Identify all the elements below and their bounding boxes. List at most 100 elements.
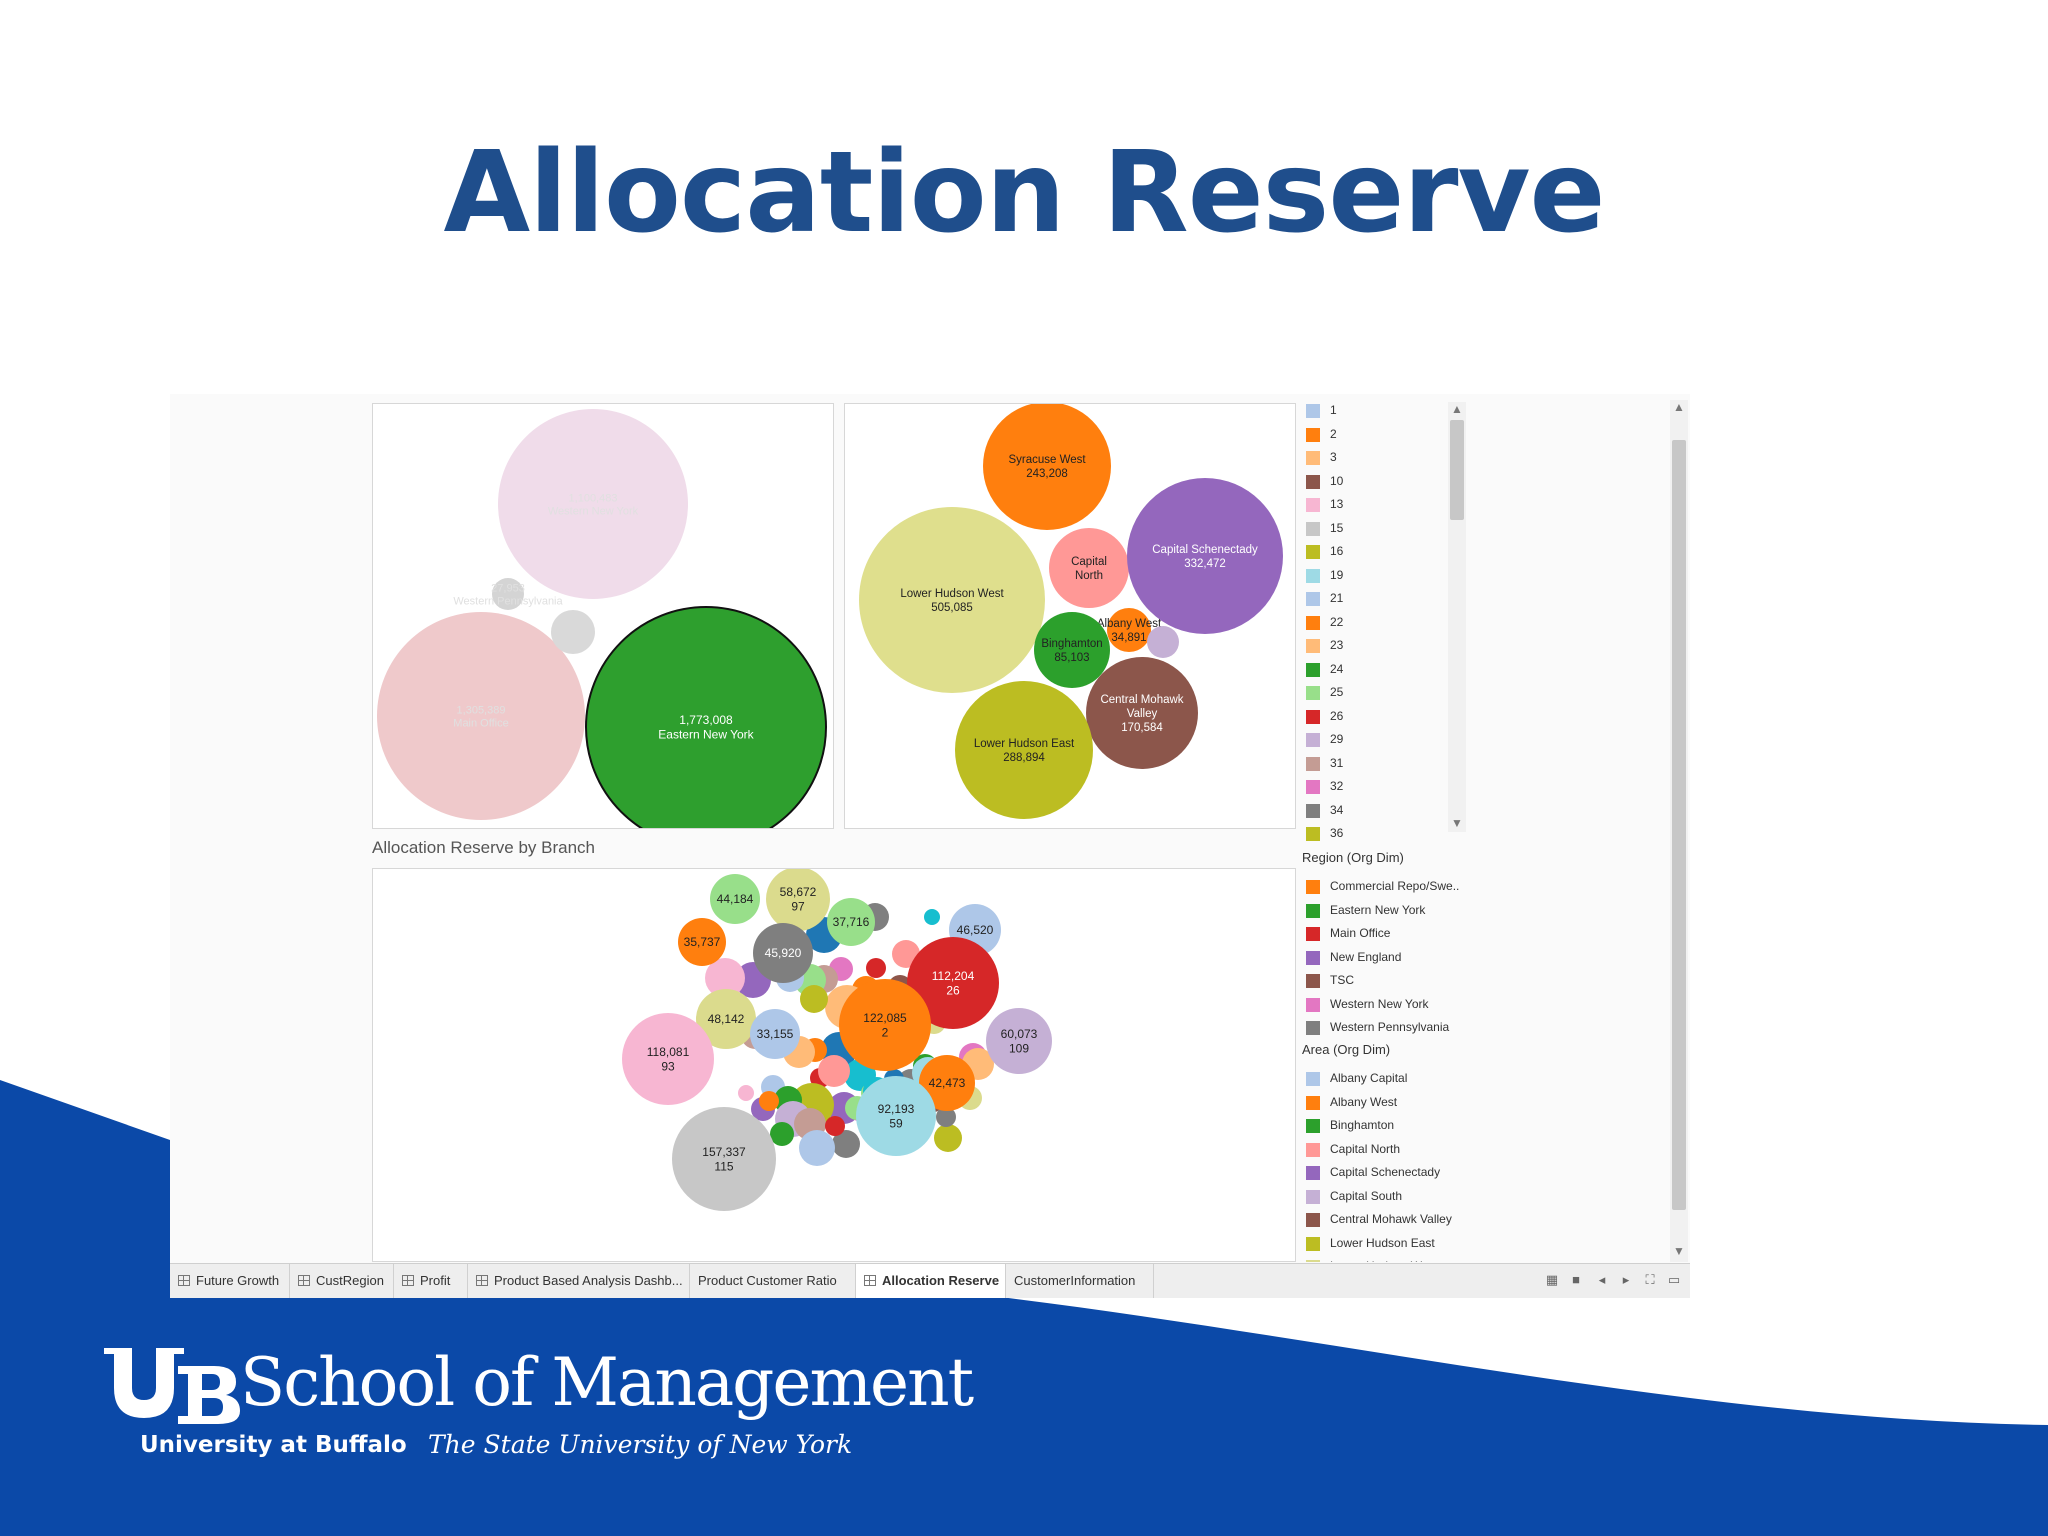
branch-bubble-label: 60,073 109 (1001, 1027, 1038, 1055)
area-legend: Albany Capital Albany West Binghamton Capit… (1306, 1062, 1466, 1262)
branch-bubble[interactable] (750, 1009, 800, 1059)
legend-swatch (1306, 498, 1320, 512)
main-scrollbar[interactable]: ▲ ▼ (1670, 400, 1688, 1262)
branch-bubble[interactable] (936, 1107, 956, 1127)
legend-label: Western Pennsylvania (1330, 1020, 1450, 1034)
film-strip-icon[interactable]: ■ (1572, 1272, 1580, 1287)
legend-label: 3 (1330, 450, 1337, 464)
grid-icon (476, 1275, 488, 1286)
legend-label: Lower Hudson West (1330, 1259, 1438, 1262)
branch-bubble[interactable] (799, 1130, 835, 1166)
branch-bubble-label: 45,920 (765, 946, 802, 960)
region-bubble-label: 27,953 Western Pennsylvania (453, 582, 563, 607)
scroll-down-icon[interactable]: ▼ (1451, 816, 1463, 830)
branch-bubble[interactable] (705, 958, 745, 998)
region-bubble[interactable] (377, 612, 585, 820)
scroll-up-icon[interactable]: ▲ (1451, 402, 1463, 416)
legend-swatch (1306, 1095, 1320, 1110)
area-bubble[interactable] (1086, 657, 1198, 769)
next-sheet-icon[interactable]: ▸ (1622, 1272, 1630, 1287)
grid-icon (402, 1275, 414, 1286)
tab-profit[interactable]: Profit (394, 1264, 468, 1298)
main-scroll-up-icon[interactable]: ▲ (1673, 400, 1685, 414)
region-bubble[interactable] (492, 578, 524, 610)
legend-label: 2 (1330, 426, 1337, 441)
legend-label: 25 (1330, 685, 1344, 699)
branch-bubble[interactable] (827, 898, 875, 946)
grid-icon (298, 1275, 310, 1286)
branch-bubble[interactable] (678, 918, 726, 966)
legend-label: New England (1330, 949, 1402, 964)
tab-product-customer-ratio[interactable]: Product Customer Ratio (690, 1264, 856, 1298)
grid-view-icon[interactable]: ▦ (1545, 1272, 1559, 1287)
branch-bubble[interactable] (710, 874, 760, 924)
legend-swatch (1306, 974, 1320, 988)
branch-bubble[interactable] (907, 937, 999, 1029)
branch-bubble[interactable] (986, 1008, 1052, 1074)
legend-label: Commercial Repo/Swe.. (1330, 879, 1460, 893)
branch-bubble[interactable] (672, 1107, 776, 1211)
branch-bubble[interactable] (766, 869, 830, 931)
legend-scroll-thumb[interactable] (1450, 420, 1464, 520)
branch-bubble-label: 42,473 (929, 1076, 966, 1090)
legend-swatch (1306, 545, 1320, 559)
fullscreen-icon[interactable]: ⛶ (1645, 1272, 1655, 1287)
tab-future-growth[interactable]: Future Growth (170, 1264, 290, 1298)
area-bubble[interactable] (1107, 608, 1151, 652)
area-bubble[interactable] (1147, 626, 1179, 658)
branch-bubble[interactable] (818, 1055, 850, 1087)
presentation-icon[interactable]: ▭ (1667, 1272, 1681, 1287)
region-bubble[interactable] (498, 409, 688, 599)
branch-bubble[interactable] (934, 1124, 962, 1152)
branch-bubble[interactable] (759, 1091, 779, 1111)
legend-swatch (1306, 1142, 1320, 1157)
branch-bubble[interactable] (696, 989, 756, 1049)
branch-bubble[interactable] (738, 1085, 754, 1101)
branch-bubble[interactable] (800, 985, 828, 1013)
legend-swatch (1306, 880, 1320, 894)
area-bubble[interactable] (983, 404, 1111, 530)
region-bubble[interactable] (585, 606, 827, 828)
area-bubble-label: Capital North (1071, 556, 1107, 582)
legend-swatch (1306, 1236, 1320, 1251)
main-scroll-down-icon[interactable]: ▼ (1673, 1244, 1685, 1258)
branch-bubble[interactable] (919, 1055, 975, 1111)
area-bubble[interactable] (1127, 478, 1283, 634)
branch-bubble-label: 118,081 93 (647, 1045, 690, 1073)
legend-swatch (1306, 1260, 1320, 1262)
branch-bubble-label: 92,193 59 (878, 1102, 915, 1130)
tab-product-based-analysis-dashb[interactable]: Product Based Analysis Dashb... (468, 1264, 690, 1298)
legend-scrollbar[interactable]: ▲ ▼ (1448, 402, 1466, 832)
branch-bubble[interactable] (839, 979, 931, 1071)
branch-bubble[interactable] (753, 923, 813, 983)
branch-bubble-panel: 44,184 58,672 97 37,716 46,520 35,737 45,920 11… (372, 868, 1296, 1262)
branch-bubble[interactable] (622, 1013, 714, 1105)
tab-allocation-reserve[interactable]: Allocation Reserve (856, 1264, 1006, 1298)
prev-sheet-icon[interactable]: ◂ (1598, 1272, 1606, 1287)
branch-bubble[interactable] (825, 1116, 845, 1136)
branch-bubble-label: 58,672 97 (780, 885, 817, 913)
area-bubble[interactable] (859, 507, 1045, 693)
area-bubble[interactable] (1049, 528, 1129, 608)
tab-customerinformation[interactable]: CustomerInformation (1006, 1264, 1154, 1298)
slide-title: Allocation Reserve (443, 128, 1605, 258)
university-name: University at Buffalo (140, 1432, 407, 1458)
legend-label: 24 (1330, 661, 1344, 676)
branch-bubble[interactable] (866, 958, 886, 978)
area-bubble[interactable] (1034, 612, 1110, 688)
branch-bubble[interactable] (924, 909, 940, 925)
legend-label: 23 (1330, 638, 1344, 652)
area-bubble-label: Lower Hudson East 288,894 (974, 738, 1075, 764)
branch-bubble[interactable] (856, 1076, 936, 1156)
main-scroll-thumb[interactable] (1672, 440, 1686, 1210)
tab-label: Future Growth (196, 1273, 280, 1288)
region-bubble[interactable] (551, 610, 595, 654)
branch-bubble-label: 44,184 (717, 892, 754, 906)
area-bubble[interactable] (955, 681, 1093, 819)
tab-custregion[interactable]: CustRegion (290, 1264, 394, 1298)
branch-bubble[interactable] (770, 1122, 794, 1146)
legend-swatch (1306, 1119, 1320, 1133)
legend-label: Binghamton (1330, 1118, 1395, 1132)
branch-bubble[interactable] (832, 1130, 860, 1158)
dashboard-screenshot: 1,100,483 Western New York 27,953 Western P… (170, 394, 1690, 1298)
